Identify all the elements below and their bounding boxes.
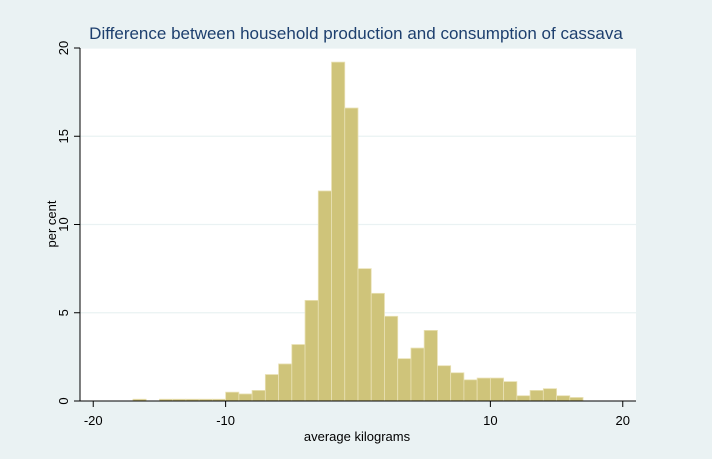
- histogram-bar: [357, 268, 372, 402]
- histogram-bar: [450, 372, 465, 402]
- x-tick-label: 10: [483, 413, 497, 428]
- x-axis-label: average kilograms: [304, 429, 411, 444]
- x-axis-ticks: -20 -10 10 20: [84, 401, 630, 428]
- x-tick-label: -20: [84, 413, 103, 428]
- y-axis-ticks: 0 5 10 15 20: [56, 41, 80, 405]
- x-tick-label: 20: [616, 413, 630, 428]
- chart-title: Difference between household production …: [89, 24, 623, 43]
- histogram-bar: [370, 292, 385, 402]
- histogram-bar: [463, 379, 478, 402]
- y-tick-label: 10: [56, 217, 71, 231]
- histogram-bars: [132, 61, 584, 402]
- y-tick-label: 15: [56, 129, 71, 143]
- histogram-bar: [542, 388, 557, 402]
- histogram-bar: [569, 397, 584, 402]
- histogram-bar: [331, 61, 346, 402]
- histogram-bar: [344, 107, 359, 402]
- histogram-bar: [264, 374, 279, 402]
- histogram-bar: [251, 390, 266, 402]
- y-axis-label: per cent: [44, 200, 59, 247]
- histogram-bar: [437, 365, 452, 402]
- histogram-bar: [556, 395, 571, 402]
- histogram-bar: [291, 344, 306, 402]
- histogram-bar: [304, 299, 319, 402]
- histogram-bar: [238, 393, 253, 402]
- y-tick-label: 5: [56, 309, 71, 316]
- x-tick-label: -10: [216, 413, 235, 428]
- histogram-bar: [516, 395, 531, 402]
- histogram-bar: [529, 390, 544, 402]
- histogram-bar: [384, 315, 399, 402]
- histogram-bar: [423, 329, 438, 402]
- histogram-bar: [397, 358, 412, 402]
- histogram-bar: [410, 347, 425, 402]
- histogram-bar: [225, 391, 240, 402]
- histogram-bar: [503, 381, 518, 402]
- y-tick-label: 0: [56, 397, 71, 404]
- histogram-bar: [476, 377, 491, 402]
- histogram-bar: [489, 377, 505, 402]
- histogram-bar: [317, 190, 332, 402]
- y-tick-label: 20: [56, 41, 71, 55]
- histogram-bar: [278, 363, 293, 402]
